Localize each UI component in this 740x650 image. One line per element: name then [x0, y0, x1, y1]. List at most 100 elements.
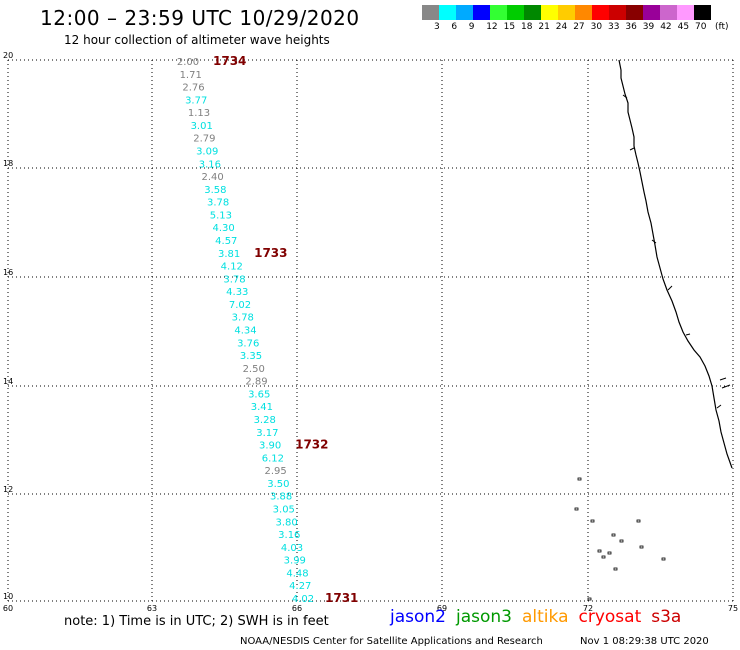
latitude-label: 14 [3, 377, 13, 386]
color-scale-label: 9 [468, 22, 475, 32]
color-swatch [439, 5, 456, 20]
wave-height-value: 2.89 [245, 377, 267, 388]
color-scale-label: 21 [538, 22, 550, 32]
lat-lon-grid [7, 59, 734, 602]
wave-height-value: 3.88 [270, 492, 292, 503]
island [661, 557, 666, 561]
color-swatch [677, 5, 694, 20]
generation-timestamp: Nov 1 08:29:38 UTC 2020 [580, 636, 709, 647]
wave-height-color-scale [422, 5, 711, 20]
longitude-label: 72 [583, 604, 593, 613]
wave-height-value: 2.79 [193, 134, 215, 145]
wave-height-value: 3.50 [267, 479, 289, 490]
wave-height-value: 2.50 [243, 364, 265, 375]
wave-height-value: 3.17 [256, 428, 278, 439]
color-scale-label: 33 [608, 22, 620, 32]
island [574, 507, 579, 511]
color-scale-label: 30 [590, 22, 603, 32]
color-swatch [592, 5, 609, 20]
color-scale-label: 6 [451, 22, 458, 32]
color-swatch [558, 5, 575, 20]
satellite-label: cryosat [578, 607, 642, 627]
satellite-legend: jason2 jason3 altika cryosat s3a [390, 607, 691, 627]
color-swatch [694, 5, 711, 20]
time-label: 1731 [325, 591, 358, 605]
color-scale-label: 18 [521, 22, 533, 32]
island [611, 533, 616, 537]
color-swatch [609, 5, 626, 20]
wave-height-value: 3.65 [248, 389, 270, 400]
wave-height-value: 4.02 [292, 594, 314, 605]
wave-height-value: 3.76 [237, 338, 259, 349]
latitude-label: 16 [3, 268, 13, 277]
coastline-path [618, 59, 733, 469]
coastline-detail [622, 94, 628, 99]
island [590, 519, 595, 523]
wave-height-value: 2.40 [201, 172, 223, 183]
color-scale-label: 36 [625, 22, 637, 32]
latitude-label: 12 [3, 485, 13, 494]
wave-height-value: 3.78 [207, 198, 229, 209]
wave-height-value: 3.01 [191, 121, 213, 132]
credit-line: NOAA/NESDIS Center for Satellite Applica… [240, 636, 543, 647]
wave-height-value: 3.81 [218, 249, 240, 260]
page-title: 12:00 – 23:59 UTC 10/29/2020 [40, 6, 360, 30]
altimeter-track: 2.001.712.763.771.133.012.793.093.162.40… [177, 54, 359, 605]
wave-height-value: 2.95 [264, 466, 286, 477]
axis-labels: 20 18 16 14 12 10 60 63 66 69 72 75 [3, 51, 738, 613]
coastline-detail [651, 239, 657, 244]
coastline-detail [667, 285, 673, 291]
wave-height-value: 4.30 [212, 223, 234, 234]
island [577, 477, 582, 481]
longitude-label: 69 [437, 604, 447, 613]
island [613, 567, 618, 571]
coastline-detail [719, 377, 727, 381]
wave-height-value: 1.71 [180, 70, 202, 81]
color-swatch [643, 5, 660, 20]
wave-height-value: 3.05 [273, 505, 295, 516]
wave-height-value: 4.33 [226, 287, 248, 298]
island [601, 555, 606, 559]
wave-height-value: 3.35 [240, 351, 262, 362]
coastline-detail [716, 404, 722, 409]
color-scale-label: 39 [642, 22, 655, 32]
wave-height-value: 4.12 [221, 262, 243, 273]
coastline-detail [721, 384, 731, 389]
latitude-label: 18 [3, 159, 13, 168]
color-scale-label: 45 [677, 22, 690, 32]
satellite-label: altika [522, 607, 569, 627]
wave-height-value: 4.57 [215, 236, 237, 247]
color-swatch [541, 5, 558, 20]
satellite-label: s3a [651, 607, 682, 627]
wave-height-value: 7.02 [229, 300, 251, 311]
latitude-label: 20 [3, 51, 13, 60]
color-swatch [422, 5, 439, 20]
wave-height-value: 4.27 [289, 581, 311, 592]
wave-height-value: 3.77 [185, 95, 207, 106]
color-swatch [626, 5, 643, 20]
wave-height-value: 1.13 [188, 108, 210, 119]
longitude-label: 66 [292, 604, 302, 613]
color-scale-label: 15 [503, 22, 516, 32]
color-swatch [473, 5, 490, 20]
coastline-detail [685, 333, 691, 336]
wave-height-value: 3.78 [232, 313, 254, 324]
longitude-label: 60 [3, 604, 13, 613]
coastline [574, 59, 733, 601]
color-scale-label: 12 [486, 22, 498, 32]
wave-height-value: 3.41 [251, 402, 273, 413]
color-scale-label: 27 [573, 22, 585, 32]
wave-height-value: 2.76 [182, 83, 204, 94]
longitude-label: 75 [728, 604, 738, 613]
satellite-label: jason3 [456, 607, 512, 627]
time-label: 1734 [213, 54, 246, 68]
color-scale-labels: 3 6 9 12 15 18 21 24 27 30 33 36 39 42 45 70 [0, 22, 740, 36]
island [619, 539, 624, 543]
color-swatch [660, 5, 677, 20]
time-label: 1733 [254, 246, 287, 260]
color-swatch [456, 5, 473, 20]
island [587, 597, 592, 601]
page-subtitle: 12 hour collection of altimeter wave hei… [64, 33, 330, 47]
wave-height-value: 3.90 [259, 441, 281, 452]
